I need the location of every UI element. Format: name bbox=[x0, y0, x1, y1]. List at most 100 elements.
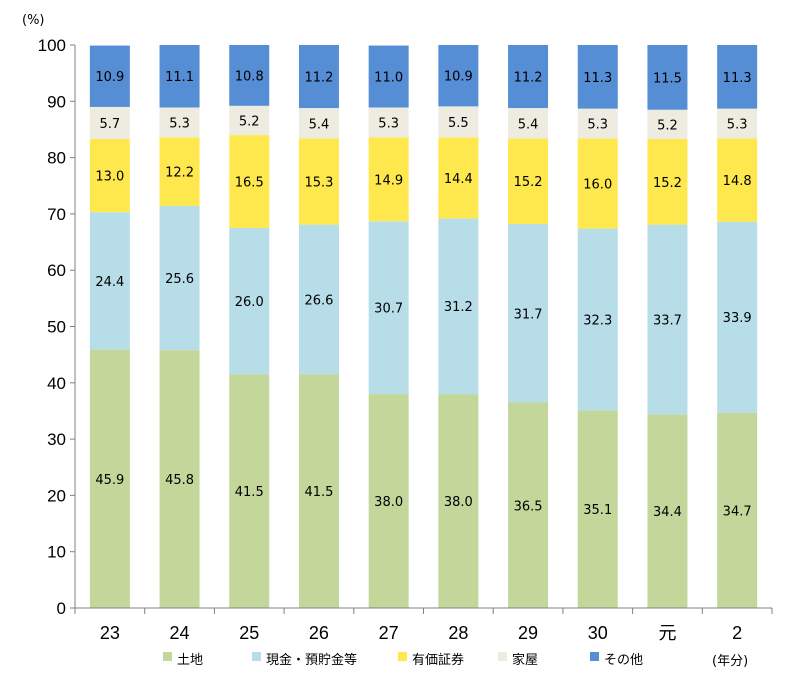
x-tick-label: 27 bbox=[379, 623, 399, 643]
bar-segment-4-2 bbox=[159, 107, 200, 138]
data-label: 11.1 bbox=[165, 70, 194, 85]
x-tick-label: 29 bbox=[518, 623, 538, 643]
data-label: 11.2 bbox=[304, 71, 333, 86]
data-label: 5.4 bbox=[309, 117, 330, 132]
data-label: 30.7 bbox=[374, 302, 403, 317]
data-label: 11.3 bbox=[723, 71, 752, 86]
bar-segment-3-8 bbox=[577, 138, 618, 229]
bar-segment-5-10 bbox=[717, 45, 758, 109]
y-tick-label: 90 bbox=[47, 92, 66, 111]
bar-segment-5-2 bbox=[159, 45, 200, 108]
bar-segment-3-5 bbox=[368, 137, 409, 222]
x-tick-label: 28 bbox=[448, 623, 468, 643]
data-label: 38.0 bbox=[374, 495, 403, 510]
bar-segment-2-8 bbox=[577, 228, 618, 411]
data-label: 5.3 bbox=[378, 116, 399, 131]
bar-segment-1-1 bbox=[89, 349, 130, 608]
bar-segment-1-2 bbox=[159, 350, 200, 608]
data-label: 12.2 bbox=[165, 166, 194, 181]
data-label: 11.0 bbox=[374, 71, 403, 86]
y-tick-label: 60 bbox=[47, 261, 66, 280]
data-label: 26.6 bbox=[304, 293, 333, 308]
data-label: 10.9 bbox=[95, 70, 124, 85]
data-label: 14.9 bbox=[374, 173, 403, 188]
bar-segment-5-1 bbox=[89, 45, 130, 107]
data-label: 35.1 bbox=[583, 503, 612, 518]
bar-segment-2-10 bbox=[717, 221, 758, 413]
bar-segment-2-6 bbox=[438, 218, 479, 395]
bar-segment-1-9 bbox=[647, 414, 688, 608]
data-label: 5.3 bbox=[169, 116, 190, 131]
data-label: 25.6 bbox=[165, 272, 194, 287]
legend-swatch bbox=[498, 652, 507, 661]
data-label: 45.9 bbox=[95, 473, 124, 488]
bar-segment-5-8 bbox=[577, 45, 618, 109]
y-tick-label: 100 bbox=[38, 36, 66, 55]
bar-segment-3-3 bbox=[229, 135, 270, 228]
data-label: 41.5 bbox=[235, 485, 264, 500]
bar-segment-5-4 bbox=[298, 45, 339, 109]
y-tick-label: 80 bbox=[47, 149, 66, 168]
legend-label: 有価証券 bbox=[412, 652, 464, 668]
data-label: 14.8 bbox=[723, 174, 752, 189]
data-label: 16.0 bbox=[583, 177, 612, 192]
legend: 土地 現金・預貯金等 有価証券 家屋 その他 bbox=[163, 652, 643, 668]
y-tick-label: 40 bbox=[47, 374, 66, 393]
data-label: 13.0 bbox=[95, 170, 124, 185]
bar-segment-3-7 bbox=[508, 138, 549, 225]
bar-segment-5-6 bbox=[438, 45, 479, 107]
bar-segment-3-9 bbox=[647, 139, 688, 225]
bar-segment-5-7 bbox=[508, 45, 549, 109]
data-label: 11.2 bbox=[514, 71, 543, 86]
y-tick-label: 30 bbox=[47, 430, 66, 449]
data-label: 15.2 bbox=[653, 176, 682, 191]
data-label: 5.7 bbox=[100, 117, 121, 132]
data-label: 5.4 bbox=[518, 117, 539, 132]
bars-group: 45.9 24.4 13.0 5.7 10.9 45.8 25.6 12.2 5.3 11.1 41… bbox=[89, 45, 758, 608]
y-axis-unit: (%) bbox=[22, 13, 45, 28]
legend-swatch bbox=[590, 652, 599, 661]
legend-swatch bbox=[163, 652, 172, 661]
bar-segment-2-9 bbox=[647, 224, 688, 415]
data-label: 33.9 bbox=[723, 311, 752, 326]
bar-segment-5-9 bbox=[647, 45, 688, 110]
bar-segment-1-7 bbox=[508, 402, 549, 608]
bar-segment-1-3 bbox=[229, 374, 270, 608]
legend-swatch bbox=[252, 652, 261, 661]
bar-segment-4-7 bbox=[508, 108, 549, 139]
bar-segment-3-4 bbox=[298, 138, 339, 225]
data-label: 15.3 bbox=[304, 176, 333, 191]
y-tick-label: 10 bbox=[47, 543, 66, 562]
data-label: 11.3 bbox=[583, 71, 612, 86]
bar-segment-4-10 bbox=[717, 108, 758, 139]
bar-segment-2-2 bbox=[159, 206, 200, 351]
bar-segment-3-2 bbox=[159, 137, 200, 207]
legend-label: 現金・預貯金等 bbox=[266, 652, 357, 668]
legend-swatch bbox=[398, 652, 407, 661]
data-label: 24.4 bbox=[95, 275, 124, 290]
bar-segment-4-5 bbox=[368, 107, 409, 138]
data-label: 31.2 bbox=[444, 300, 473, 315]
bar-segment-4-3 bbox=[229, 105, 270, 136]
bar-segment-1-5 bbox=[368, 394, 409, 608]
bar-segment-3-10 bbox=[717, 138, 758, 222]
x-tick-label: 24 bbox=[170, 623, 190, 643]
legend-label: 土地 bbox=[177, 653, 203, 668]
data-label: 5.3 bbox=[587, 118, 608, 133]
bar-segment-5-5 bbox=[368, 45, 409, 108]
data-label: 31.7 bbox=[514, 307, 543, 322]
data-label: 33.7 bbox=[653, 313, 682, 328]
data-label: 36.5 bbox=[514, 499, 543, 514]
bar-segment-2-3 bbox=[229, 227, 270, 375]
legend-label: 家屋 bbox=[512, 652, 538, 668]
y-tick-label: 20 bbox=[47, 486, 66, 505]
data-label: 14.4 bbox=[444, 172, 473, 187]
data-label: 32.3 bbox=[583, 313, 612, 328]
x-tick-label: 26 bbox=[309, 623, 329, 643]
bar-segment-1-8 bbox=[577, 410, 618, 608]
y-tick-label: 0 bbox=[57, 599, 66, 618]
data-label: 34.4 bbox=[653, 505, 682, 520]
data-label: 34.7 bbox=[723, 504, 752, 519]
x-tick-label: 23 bbox=[100, 623, 120, 643]
